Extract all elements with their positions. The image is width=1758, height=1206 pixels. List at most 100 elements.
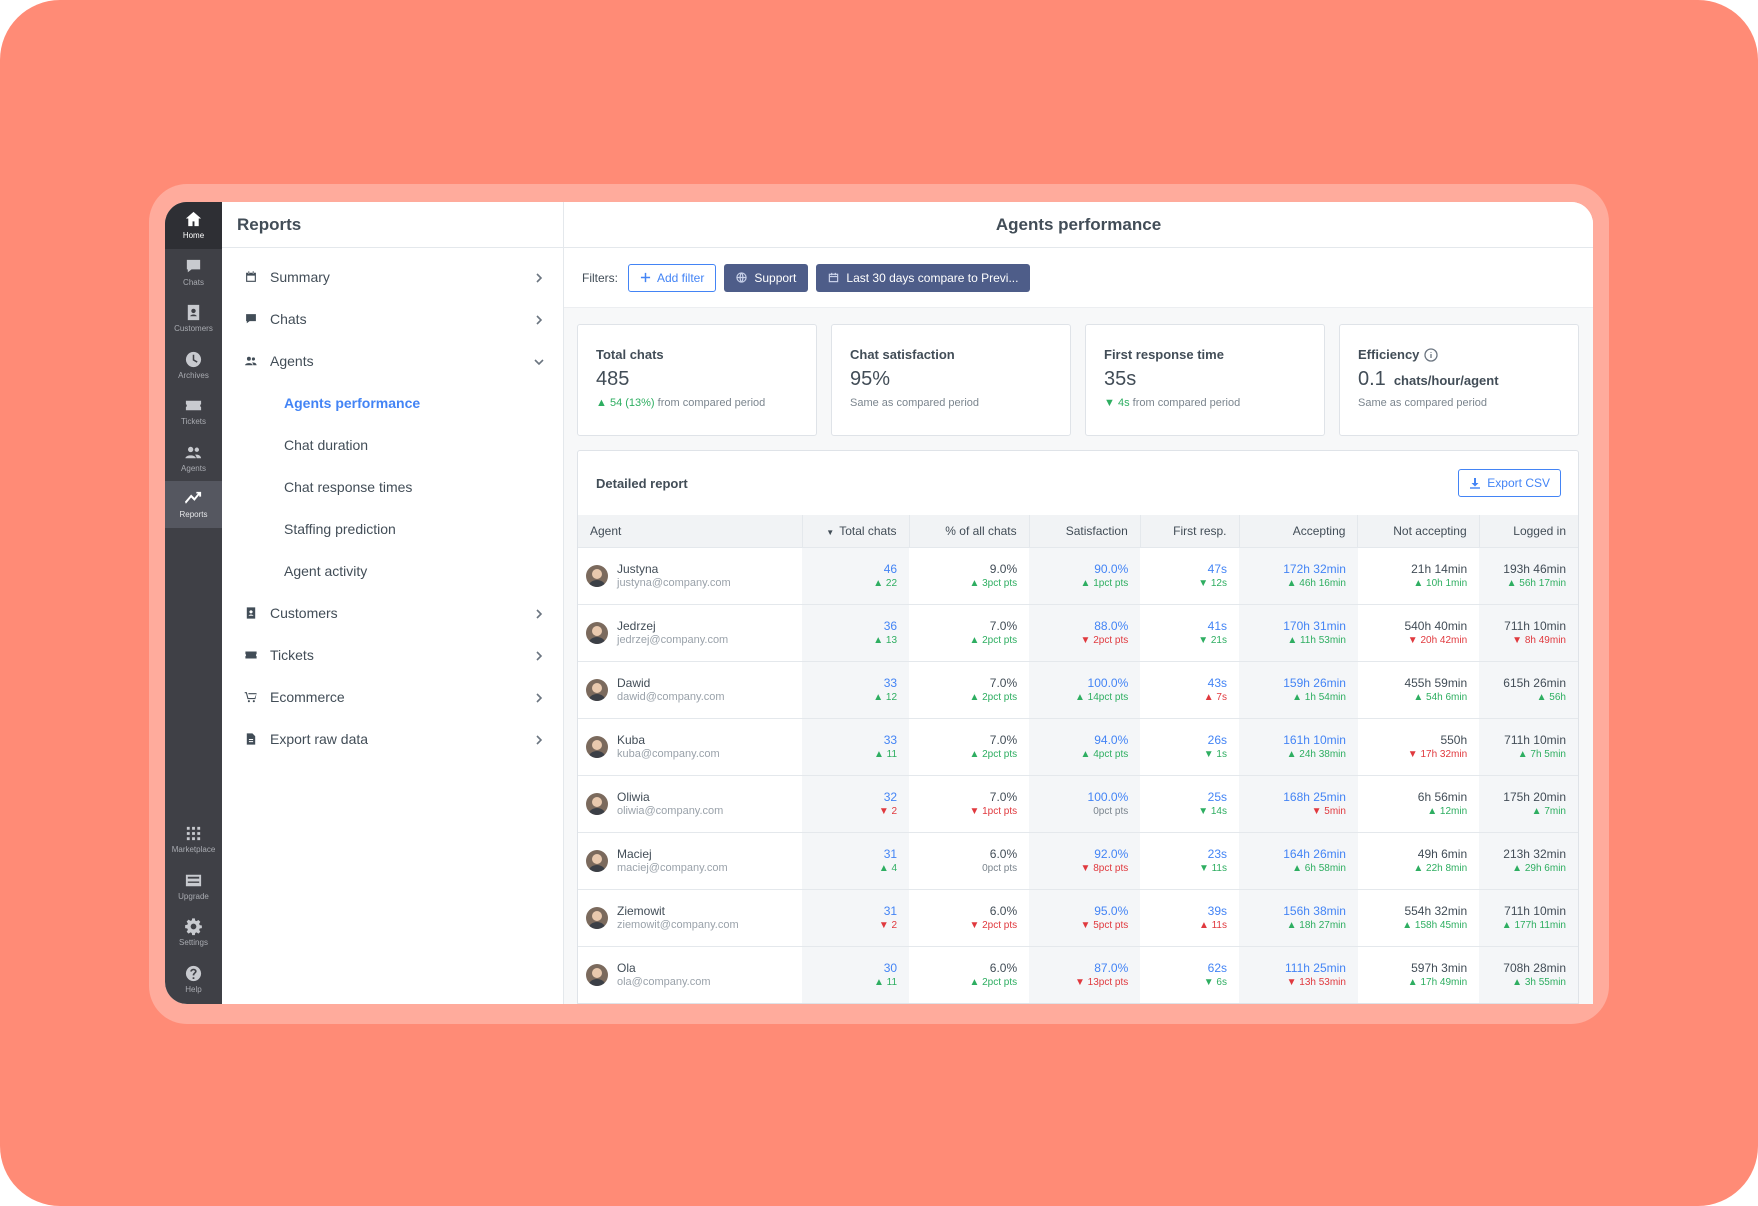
cell-value: 7.0% [989, 676, 1018, 690]
info-icon[interactable] [1424, 347, 1439, 362]
column-header-agent[interactable]: Agent [578, 515, 803, 547]
cell-delta: ▼ 1pct pts [969, 806, 1018, 817]
rail-settings[interactable]: Settings [165, 909, 222, 956]
cell-value[interactable]: 111h 25min [1285, 961, 1346, 976]
avatar [586, 849, 608, 872]
column-header--of-all-chats[interactable]: % of all chats [909, 515, 1030, 547]
add-filter-button[interactable]: Add filter [628, 263, 717, 292]
table-row[interactable]: Ola ola@company.com 30 ▲ 11 6.0% ▲ 2pct … [578, 945, 1578, 1003]
nav-item-agents[interactable]: Agents [222, 340, 563, 382]
export-csv-button[interactable]: Export CSV [1458, 469, 1561, 497]
table-row[interactable]: Kuba kuba@company.com 33 ▲ 11 7.0% ▲ 2pc… [578, 717, 1578, 775]
cell-value[interactable]: 94.0% [1094, 733, 1129, 747]
cell-value[interactable]: 47s [1207, 562, 1227, 576]
cell-value[interactable]: 31 [883, 904, 898, 918]
nav-item-customers[interactable]: Customers [222, 592, 563, 634]
nav-subitem-chat-duration[interactable]: Chat duration [284, 437, 369, 453]
nav-item-chats[interactable]: Chats [222, 298, 563, 340]
table-row[interactable]: Jedrzej jedrzej@company.com 36 ▲ 13 7.0%… [578, 603, 1578, 661]
nav-subitem-staffing-prediction[interactable]: Staffing prediction [284, 521, 396, 537]
cell-value[interactable]: 170h 31min [1283, 619, 1346, 633]
calendar-icon-wrap [244, 270, 258, 284]
cell-value[interactable]: 25s [1207, 790, 1227, 804]
column-header-logged-in[interactable]: Logged in [1479, 515, 1578, 547]
column-header-satisfaction[interactable]: Satisfaction [1029, 515, 1141, 547]
metric-title-row: Chat satisfaction [850, 347, 1052, 362]
cell-value[interactable]: 33 [883, 733, 898, 747]
column-header-accepting[interactable]: Accepting [1239, 515, 1359, 547]
cell-value[interactable]: 41s [1207, 619, 1227, 633]
ticket-icon-wrap [244, 648, 258, 662]
nav-item-tickets[interactable]: Tickets [222, 634, 563, 676]
rail-archives[interactable]: Archives [165, 342, 222, 389]
cell-delta: ▲ 6h 58min [1292, 863, 1346, 874]
table-row[interactable]: Dawid dawid@company.com 33 ▲ 12 7.0% ▲ 2… [578, 660, 1578, 718]
rail-customers[interactable]: Customers [165, 295, 222, 342]
cell-value[interactable]: 95.0% [1094, 904, 1129, 918]
cell-value[interactable]: 100.0% [1087, 676, 1129, 690]
cell-value[interactable]: 172h 32min [1283, 562, 1346, 576]
cell-value: 597h 3min [1411, 961, 1468, 976]
metric-delta: ▲ 54 (13%) from compared period [596, 397, 798, 409]
cell-delta: ▲ 7s [1203, 692, 1227, 703]
filter-chip-date-range[interactable]: Last 30 days compare to Previ... [816, 263, 1031, 292]
column-header-total-chats[interactable]: ▼ Total chats [802, 515, 910, 547]
cell-value: 175h 20min [1503, 790, 1566, 804]
filter-chip-group[interactable]: Support [724, 263, 809, 292]
table-row[interactable]: Ziemowit ziemowit@company.com 31 ▼ 2 6.0… [578, 888, 1578, 946]
rail-upgrade[interactable]: Upgrade [165, 863, 222, 910]
column-header-not-accepting[interactable]: Not accepting [1357, 515, 1480, 547]
cell-delta: ▼ 8h 49min [1512, 635, 1566, 646]
cell-value[interactable]: 31 [883, 847, 898, 861]
rail-help[interactable]: Help [165, 956, 222, 1003]
cell-value[interactable]: 161h 10min [1283, 733, 1346, 747]
cell-value[interactable]: 43s [1207, 676, 1227, 690]
nav-item-summary[interactable]: Summary [222, 256, 563, 298]
nav-subitem-agent-activity[interactable]: Agent activity [284, 563, 368, 579]
rail-tickets[interactable]: Tickets [165, 388, 222, 435]
nav-item-export-raw-data[interactable]: Export raw data [222, 718, 563, 760]
filter-chip-label: Last 30 days compare to Previ... [846, 270, 1019, 285]
cell-value[interactable]: 46 [883, 562, 898, 576]
cell-value[interactable]: 92.0% [1094, 847, 1129, 861]
metric-cell: 7.0% ▲ 2pct pts [909, 603, 1030, 661]
cell-value[interactable]: 164h 26min [1283, 847, 1346, 861]
cell-value[interactable]: 90.0% [1094, 562, 1129, 576]
column-header-first-resp[interactable]: First resp. [1140, 515, 1240, 547]
cell-value[interactable]: 100.0% [1087, 790, 1129, 804]
agent-name: Maciej [617, 847, 652, 861]
cell-value[interactable]: 168h 25min [1283, 790, 1346, 804]
cell-delta: ▼ 21s [1198, 635, 1227, 646]
agent: Justyna justyna@company.com [586, 562, 790, 589]
cell-value[interactable]: 88.0% [1094, 619, 1129, 633]
cell-value[interactable]: 62s [1207, 961, 1227, 976]
cell-value[interactable]: 23s [1207, 847, 1227, 861]
rail-reports[interactable]: Reports [165, 481, 222, 528]
cell-delta: 0pct pts [982, 863, 1018, 874]
nav-subitem-agents-performance[interactable]: Agents performance [284, 395, 421, 411]
card-icon [185, 874, 202, 886]
nav-item-ecommerce[interactable]: Ecommerce [222, 676, 563, 718]
table-row[interactable]: Justyna justyna@company.com 46 ▲ 22 9.0%… [578, 546, 1578, 604]
rail-home[interactable]: Home [165, 202, 222, 249]
cell-value[interactable]: 36 [883, 619, 898, 633]
rail-chats[interactable]: Chats [165, 249, 222, 296]
cell-value[interactable]: 87.0% [1094, 961, 1129, 976]
column-header-label: First resp. [1173, 523, 1227, 538]
cell-value[interactable]: 39s [1207, 904, 1227, 918]
cell-value[interactable]: 33 [883, 676, 898, 690]
cell-value[interactable]: 26s [1207, 733, 1227, 747]
nav-chevron [533, 733, 545, 745]
table-row[interactable]: Maciej maciej@company.com 31 ▲ 4 6.0% 0p… [578, 831, 1578, 889]
cell-value[interactable]: 32 [883, 790, 898, 804]
rail-agents[interactable]: Agents [165, 435, 222, 482]
cell-value[interactable]: 159h 26min [1283, 676, 1346, 690]
cell-value: 455h 59min [1404, 676, 1468, 690]
agent-email: ziemowit@company.com [617, 919, 739, 931]
cell-delta: ▲ 2pct pts [969, 977, 1018, 989]
rail-marketplace[interactable]: Marketplace [165, 816, 222, 863]
nav-subitem-chat-response-times[interactable]: Chat response times [284, 479, 413, 495]
table-row[interactable]: Oliwia oliwia@company.com 32 ▼ 2 7.0% ▼ … [578, 774, 1578, 832]
cell-value[interactable]: 156h 38min [1283, 904, 1346, 918]
cell-value[interactable]: 30 [883, 961, 898, 976]
